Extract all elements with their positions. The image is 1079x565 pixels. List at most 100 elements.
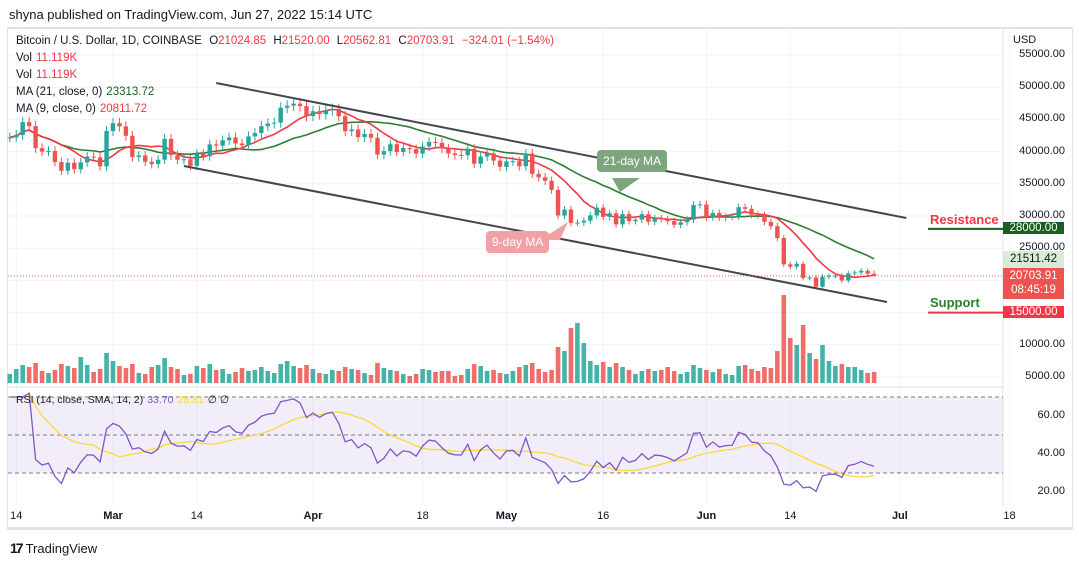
volume-bar [800,325,806,383]
candle-body [555,189,561,216]
ma9-callout[interactable]: 9-day MA [486,231,550,253]
candle-body [691,204,696,220]
time-tick: Jul [891,510,908,522]
time-tick: 16 [597,510,610,522]
price-tick: 30000.00 [1019,209,1065,221]
candle-body [291,103,296,106]
ma21-label: MA (21, close, 0) [16,86,103,98]
candle-body [394,144,399,152]
volume-bar [807,353,812,383]
candle-body [323,110,329,115]
candle-body [807,277,812,279]
ma9-value: 20811.72 [99,103,148,115]
candle-body [820,276,825,287]
volume-bar [846,367,851,383]
volume-bar [729,375,735,383]
volume-bar [84,365,90,383]
candle-body [575,222,580,224]
candle-body [601,207,606,217]
close-value: 20703.91 [406,35,455,47]
volume-bar [620,367,625,383]
volume-bar [510,371,516,383]
volume-bar [794,345,799,383]
volume-bar [349,369,354,383]
volume-bar [562,351,567,383]
volume-bar [555,347,561,383]
volume-bar [330,370,335,383]
volume-bar [826,361,832,383]
volume-bar [39,371,45,383]
rsi-extra: ∅ ∅ [207,394,229,406]
volume-bar [871,371,877,383]
volume-bar [865,373,870,383]
volume-bar [291,366,296,383]
volume-bar [220,369,225,383]
vol-value: 11.119K [36,69,78,81]
candle-body [800,263,806,278]
volume-bar [78,357,84,383]
legend-ma9[interactable]: MA (9, close, 0) 20811.72 [16,103,151,115]
volume-bar [678,374,683,383]
legend-rsi[interactable]: RSI (14, close, SMA, 14, 2) 33.70 28.81 ∅ ∅ [16,394,233,406]
volume-bar [381,368,387,383]
candle-body [613,213,619,225]
time-tick: Jun [696,510,717,522]
last-price-tag: 20703.91 08:45:19 [1003,268,1064,299]
candle-body [207,144,212,157]
volume-bar [433,372,438,383]
candle-body [162,138,167,160]
candle-body [465,148,470,156]
volume-bar [368,375,374,383]
tradingview-logo[interactable]: 17 TradingView [10,540,98,556]
volume-bar [639,371,645,383]
candle-body [265,123,270,127]
legend-ma21[interactable]: MA (21, close, 0) 23313.72 [16,86,158,98]
vol-value: 11.119K [36,52,78,64]
price-tick: 35000.00 [1019,176,1065,189]
volume-bar [162,358,167,383]
candle-body [504,161,509,167]
candle-body [130,135,135,158]
rsi-value: 33.70 [147,394,174,406]
candle-body [85,156,90,163]
time-tick: 18 [1003,510,1016,522]
volume-bar [252,370,258,383]
time-tick: Apr [303,510,323,522]
volume-bar [723,374,729,383]
candle-body [517,161,522,167]
volume-bar [26,367,32,383]
candle-body [297,103,303,107]
candle-body [175,155,180,160]
candle-body [136,155,141,158]
volume-bar [181,375,187,383]
candle-body [588,215,593,221]
volume-bar [749,369,754,383]
volume-bar [710,372,716,383]
volume-bar [671,371,677,383]
candle-body [704,204,709,218]
candle-body [104,131,109,167]
candle-body [46,150,51,152]
legend-vol1[interactable]: Vol 11.119K [16,52,81,64]
volume-bar [600,362,606,383]
volume-bar [168,367,174,383]
candle-body [762,215,767,222]
volume-bar [233,372,238,383]
ma21-callout[interactable]: 21-day MA [597,150,668,172]
candle-body [439,142,445,149]
legend-vol2[interactable]: Vol 11.119K [16,69,81,81]
candle-body [459,155,464,157]
candle-body [626,214,632,222]
rsi-tick: 20.00 [1037,485,1065,497]
candle-body [7,137,12,139]
candle-body [523,153,528,167]
volume-bar [265,371,271,383]
volume-bar [575,323,580,383]
volume-bar [97,369,103,383]
vol-label: Vol [16,52,32,64]
candle-body [362,133,367,138]
candle-body [426,141,432,147]
candle-body [168,138,174,156]
candle-body [91,156,96,158]
